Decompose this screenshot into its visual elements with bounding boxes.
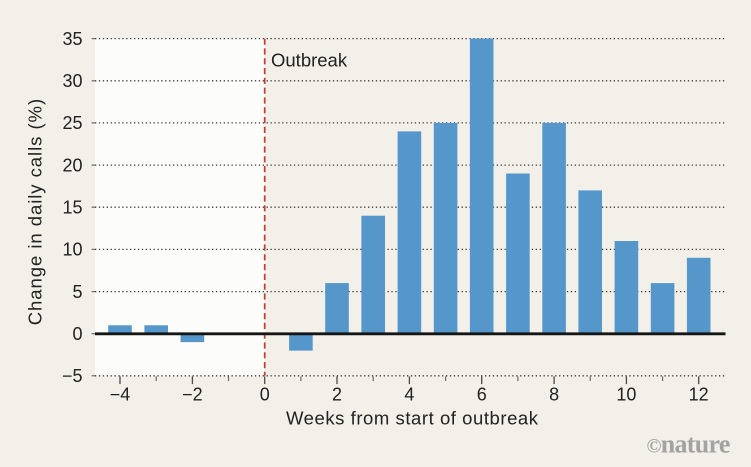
svg-text:5: 5: [72, 282, 82, 302]
svg-text:−5: −5: [62, 366, 83, 386]
svg-text:Change in daily calls (%): Change in daily calls (%): [25, 98, 46, 325]
svg-text:10: 10: [616, 385, 636, 405]
svg-text:30: 30: [62, 71, 82, 91]
svg-text:0: 0: [72, 324, 82, 344]
svg-text:10: 10: [62, 240, 82, 260]
svg-text:20: 20: [62, 155, 82, 175]
svg-text:2: 2: [332, 385, 342, 405]
svg-text:Weeks from start of outbreak: Weeks from start of outbreak: [286, 408, 539, 429]
svg-text:0: 0: [260, 385, 270, 405]
svg-text:−2: −2: [182, 385, 203, 405]
svg-text:25: 25: [62, 113, 82, 133]
svg-text:8: 8: [549, 385, 559, 405]
svg-text:4: 4: [404, 385, 414, 405]
svg-text:©nature: ©nature: [647, 430, 730, 459]
svg-text:35: 35: [62, 29, 82, 49]
svg-text:Outbreak: Outbreak: [271, 50, 348, 71]
svg-text:6: 6: [477, 385, 487, 405]
svg-text:12: 12: [689, 385, 709, 405]
svg-text:−4: −4: [110, 385, 131, 405]
svg-text:15: 15: [62, 197, 82, 217]
